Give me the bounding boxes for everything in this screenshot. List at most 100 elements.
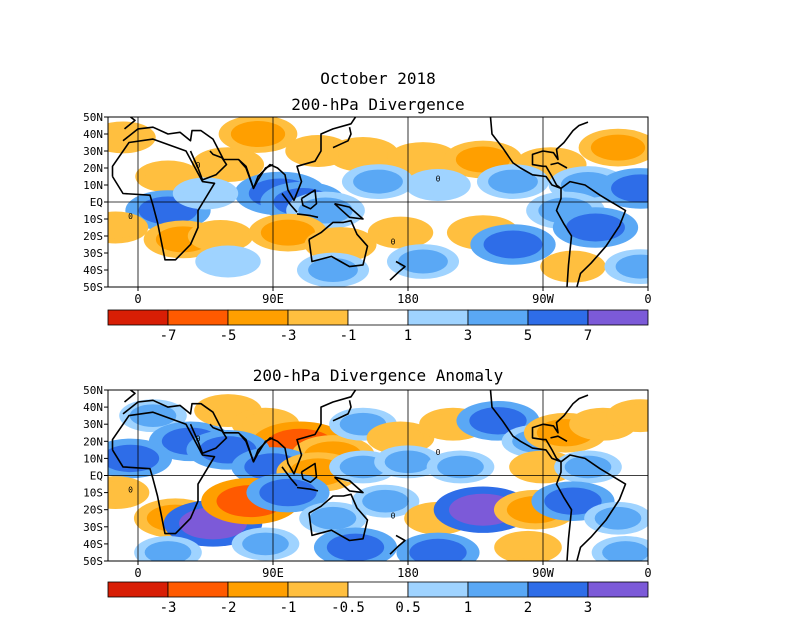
- lat-label: 40N: [83, 401, 103, 414]
- field-blob: [409, 538, 467, 561]
- lon-label: 90E: [262, 566, 284, 580]
- lat-label: 30N: [83, 418, 103, 431]
- lat-label: 20N: [83, 162, 103, 175]
- coastline: [389, 260, 406, 281]
- longitude-labels: 0 90E 180 90W 0: [134, 287, 652, 306]
- field-blob: [205, 250, 251, 273]
- lat-label: 20S: [83, 230, 103, 243]
- colorbar-swatch: [467, 581, 529, 598]
- lat-label: 10N: [83, 179, 103, 192]
- figure-title: October 2018: [320, 69, 436, 88]
- colorbar-label: -0.5: [331, 600, 365, 616]
- field-blob: [455, 146, 511, 173]
- colorbar-swatch: [527, 581, 589, 598]
- field-blob: [315, 232, 366, 257]
- field-blob: [203, 152, 253, 177]
- colorbar-label: -5: [220, 328, 237, 344]
- field-blob: [488, 169, 538, 194]
- lon-label: 0: [644, 292, 651, 306]
- map-gridlines: [108, 117, 648, 287]
- lat-label: 20N: [83, 435, 103, 448]
- colorbar-label: 3: [584, 600, 592, 616]
- colorbar-swatch: [407, 309, 469, 326]
- lon-label: 0: [134, 566, 141, 580]
- contour-label: 0: [436, 175, 441, 184]
- field-blob: [377, 426, 424, 450]
- field-blob: [108, 444, 160, 473]
- field-blob: [108, 481, 139, 504]
- coastline: [555, 180, 627, 287]
- field-blob: [309, 506, 357, 530]
- coastline: [189, 150, 228, 181]
- field-blob: [398, 249, 448, 274]
- coastline: [122, 117, 357, 202]
- field-blob: [602, 541, 648, 561]
- coastline: [555, 454, 627, 561]
- colorbar-label: -1: [280, 600, 297, 616]
- colorbar-label: -3: [280, 328, 297, 344]
- colorbar-swatch: [467, 309, 529, 326]
- field-blob: [611, 174, 648, 203]
- lat-label: 30S: [83, 521, 103, 534]
- coastline: [550, 435, 568, 442]
- latitude-labels: 50N 40N 30N 20N 10N EQ 10S 20S 30S 40S 50S: [83, 111, 108, 294]
- colorbar-label: 1: [404, 328, 412, 344]
- field-blob: [108, 216, 139, 239]
- colorbar-swatch: [287, 581, 349, 598]
- field-blob: [144, 541, 192, 561]
- field-blob: [415, 174, 461, 196]
- panel-title-anomaly: 200-hPa Divergence Anomaly: [253, 366, 504, 385]
- field-blob: [469, 407, 527, 435]
- field-blob: [615, 254, 648, 279]
- field-blob: [437, 455, 484, 479]
- field-blob: [129, 404, 177, 427]
- lat-label: 10S: [83, 213, 103, 226]
- panel-title-divergence: 200-hPa Divergence: [291, 95, 464, 114]
- field-blob: [230, 121, 286, 147]
- divergence-map: 0 0 0 0 50N 40N 30N 20N 10N EQ 10S 20S 30S 40S 50S 0 9…: [83, 111, 652, 306]
- lat-label: 40S: [83, 264, 103, 277]
- coastline: [122, 390, 357, 475]
- coastline: [489, 117, 589, 190]
- field-blob: [242, 532, 289, 556]
- field-blob: [182, 182, 229, 205]
- contour-label: 0: [436, 448, 441, 457]
- lat-label: 30N: [83, 145, 103, 158]
- lat-label: EQ: [90, 196, 103, 209]
- lon-label: 180: [397, 566, 419, 580]
- colorbar-swatch: [227, 581, 289, 598]
- coastline: [300, 462, 318, 484]
- contour-label: 0: [391, 511, 396, 520]
- contour-label: 0: [128, 212, 133, 221]
- field-blob: [617, 404, 648, 427]
- colorbar-swatch: [167, 581, 229, 598]
- colorbar-label: 1: [464, 600, 472, 616]
- contour-label: 0: [128, 486, 133, 495]
- anomaly-map: 0 0 0 0 50N 40N 30N 20N 10N EQ 10S 20S 30S 40S 50S 0 9…: [83, 384, 652, 580]
- coastline: [281, 193, 298, 213]
- field-blob: [594, 506, 642, 530]
- field-blob: [544, 487, 602, 515]
- coastline: [489, 390, 589, 463]
- colorbar-anomaly: -3 -2 -1 -0.5 0.5 1 2 3: [107, 581, 649, 616]
- colorbar-label: 5: [524, 328, 532, 344]
- lon-label: 90W: [532, 292, 554, 306]
- map-gridlines: [108, 390, 648, 561]
- colorbar-label: 3: [464, 328, 472, 344]
- longitude-labels: 0 90E 180 90W 0: [134, 561, 652, 580]
- lon-label: 0: [644, 566, 651, 580]
- panel-divergence: 200-hPa Divergence 0 0 0 0 50N 40N 30N 20N 10N E…: [83, 95, 652, 344]
- colorbar-label: -7: [160, 328, 177, 344]
- field-blob: [504, 535, 552, 559]
- lat-label: 50N: [83, 384, 103, 397]
- lon-label: 180: [397, 292, 419, 306]
- coastline: [389, 534, 406, 555]
- colorbar-divergence: -7 -5 -3 -1 1 3 5 7: [107, 309, 649, 344]
- lat-label: 10S: [83, 487, 103, 500]
- coastline: [300, 189, 318, 210]
- coastline: [239, 433, 274, 463]
- lat-label: 50S: [83, 281, 103, 294]
- colorbar-swatch: [107, 309, 169, 326]
